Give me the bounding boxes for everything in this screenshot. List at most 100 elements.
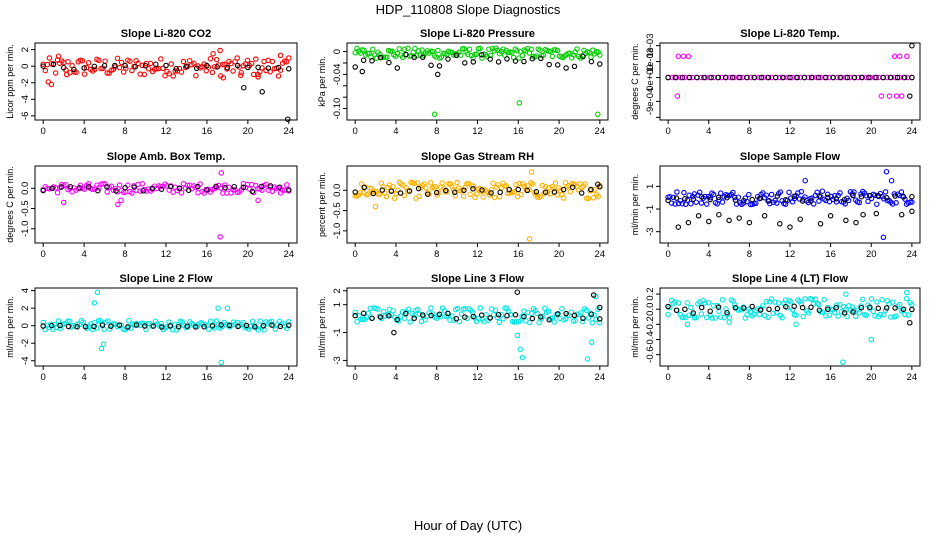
data-point [874,299,880,305]
data-point [802,296,808,302]
data-point [521,58,527,65]
data-point [40,187,46,194]
data-point [224,64,231,71]
data-point [539,182,546,189]
series-all [665,53,915,99]
data-point [462,314,468,320]
y-tick-label: -1.0 [332,223,343,239]
x-tick-label: 12 [472,372,483,383]
data-point [473,51,480,58]
data-point [526,236,533,242]
data-point [560,195,567,201]
data-point [717,314,724,320]
data-point [802,177,808,184]
chart-panel: Slope Li-820 Pressure 0 4 8 12 16 20 24 0 -0.04 -0… [317,28,609,137]
data-point [524,187,531,194]
y-tick-label: 0.2 [645,287,656,300]
data-point [204,187,210,193]
data-point [470,186,476,192]
data-point [486,46,492,52]
y-axis: 0 -0.04 -0.10 [332,49,347,119]
data-point [722,74,729,81]
data-point [760,303,766,309]
data-point [528,46,534,53]
data-point [230,186,236,193]
x-tick-label: 16 [202,249,213,260]
data-point [668,200,675,206]
series-all [352,45,603,118]
data-point [453,316,460,322]
x-tick-label: 0 [665,249,670,260]
data-point [774,200,780,206]
data-point [95,317,102,324]
data-point [122,185,128,191]
data-point [141,71,148,78]
panel-title: Slope Li-820 Pressure [420,28,535,40]
data-point [129,67,135,74]
data-point [488,190,494,196]
data-point [478,312,485,318]
data-point [809,296,815,302]
data-point [772,74,779,81]
data-point [830,74,836,81]
y-tick-label: -0.6 [645,346,656,362]
data-point [54,190,61,196]
panel-title: Slope Li-820 Temp. [740,28,839,40]
data-point [791,303,797,310]
data-point [459,46,466,52]
x-tick-label: 8 [122,249,127,260]
data-point [559,305,565,312]
data-point [352,64,358,70]
data-point [583,307,590,314]
data-point [495,181,501,188]
x-tick-label: 0 [665,372,670,383]
data-point [770,310,777,317]
data-point [783,197,789,203]
data-point [132,63,139,70]
data-point [217,47,223,54]
data-point [192,324,199,330]
data-point [158,183,164,190]
x-tick-label: 12 [785,126,796,137]
y-tick-label: -1e-03 [645,48,656,75]
data-point [449,313,455,319]
data-point [286,319,292,325]
series-all [40,170,292,240]
data-point [774,305,781,312]
data-point [880,74,886,81]
data-point [115,201,121,208]
data-point [574,46,580,52]
data-point [85,181,92,187]
data-point [352,312,358,319]
x-tick-label: 4 [393,126,398,137]
data-point [582,181,588,187]
data-point [674,93,681,99]
data-point [206,326,212,333]
data-point [521,313,527,320]
data-point [231,183,237,190]
data-point [571,312,578,319]
data-point [145,66,152,72]
data-point [286,66,292,72]
data-point [401,46,408,53]
x-tick-label: 12 [472,126,483,137]
data-point [241,84,247,91]
data-point [497,189,503,196]
data-point [900,194,907,200]
data-point [551,189,558,195]
data-point [580,318,586,325]
data-point [379,187,386,193]
data-point [909,306,915,313]
x-tick-label: 20 [554,249,565,260]
data-point [92,66,98,73]
x-tick-label: 4 [81,372,86,383]
data-point [445,56,451,62]
data-point [116,182,123,188]
data-point [825,194,831,201]
data-point [891,53,898,60]
data-point [401,192,408,199]
data-point [511,319,518,325]
data-point [277,323,284,330]
x-tick-label: 12 [161,372,172,383]
